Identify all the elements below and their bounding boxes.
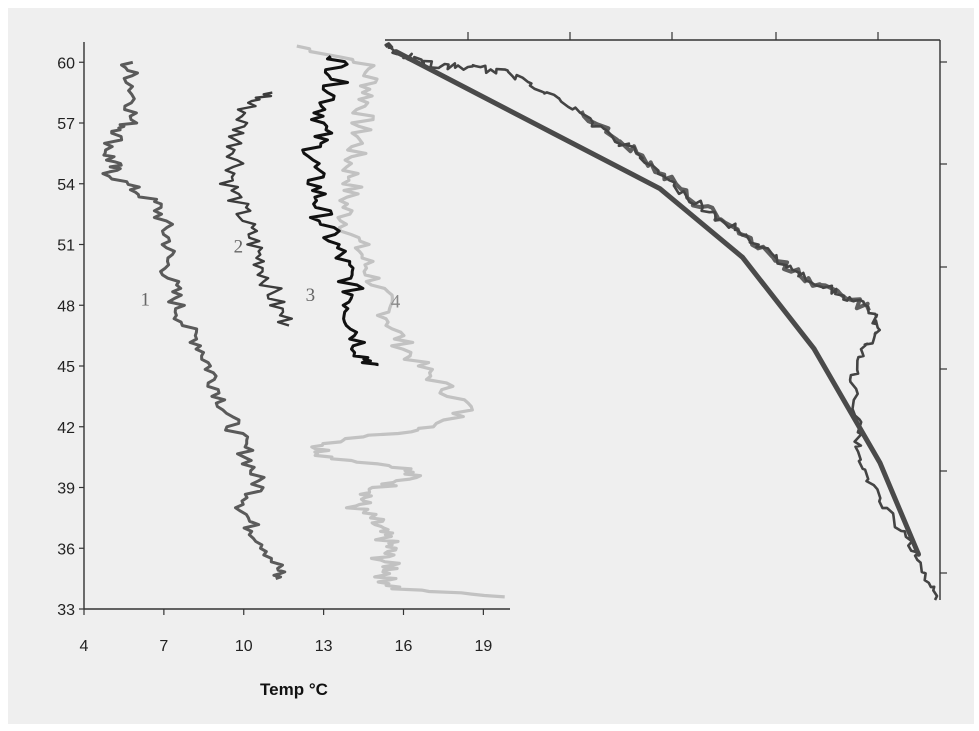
series-1-line (101, 60, 287, 581)
y-tick-label: 51 (57, 238, 75, 255)
y-tick-label: 42 (57, 420, 75, 437)
temperature-profiles: 1 2 3 4 (101, 44, 505, 599)
y-tick-label: 39 (57, 481, 75, 498)
x-tick-label: 10 (235, 638, 253, 655)
series-2-line (218, 91, 293, 327)
y-tick-label: 45 (57, 359, 75, 376)
x-tick-label: 19 (474, 638, 492, 655)
y-tick-label: 48 (57, 298, 75, 315)
series-2-label: 2 (234, 237, 244, 258)
x-tick-label: 13 (315, 638, 333, 655)
plot-panel (8, 8, 974, 724)
y-tick-label: 57 (57, 116, 75, 133)
x-tick-label: 4 (80, 638, 89, 655)
series-4-line (296, 44, 505, 599)
series-3-line (301, 55, 379, 367)
right-panel (384, 42, 939, 601)
series-4-label: 4 (391, 291, 401, 312)
observed-trace-band (579, 110, 871, 312)
y-tick-label: 60 (57, 55, 75, 72)
series-1-label: 1 (140, 289, 150, 310)
x-tick-label: 7 (159, 638, 168, 655)
y-tick-label: 36 (57, 541, 75, 558)
x-tick-label: 16 (395, 638, 413, 655)
x-axis-ticks: 4 7 10 13 16 19 (80, 609, 492, 655)
smooth-curve-line (393, 49, 921, 557)
right-panel-ticks (467, 32, 947, 574)
y-tick-label: 54 (57, 177, 75, 194)
series-3-label: 3 (306, 285, 316, 306)
y-axis-ticks: 33 36 39 42 45 48 51 54 57 60 (57, 55, 84, 619)
y-tick-label: 33 (57, 602, 75, 619)
x-axis-title: Temp °C (260, 680, 328, 699)
